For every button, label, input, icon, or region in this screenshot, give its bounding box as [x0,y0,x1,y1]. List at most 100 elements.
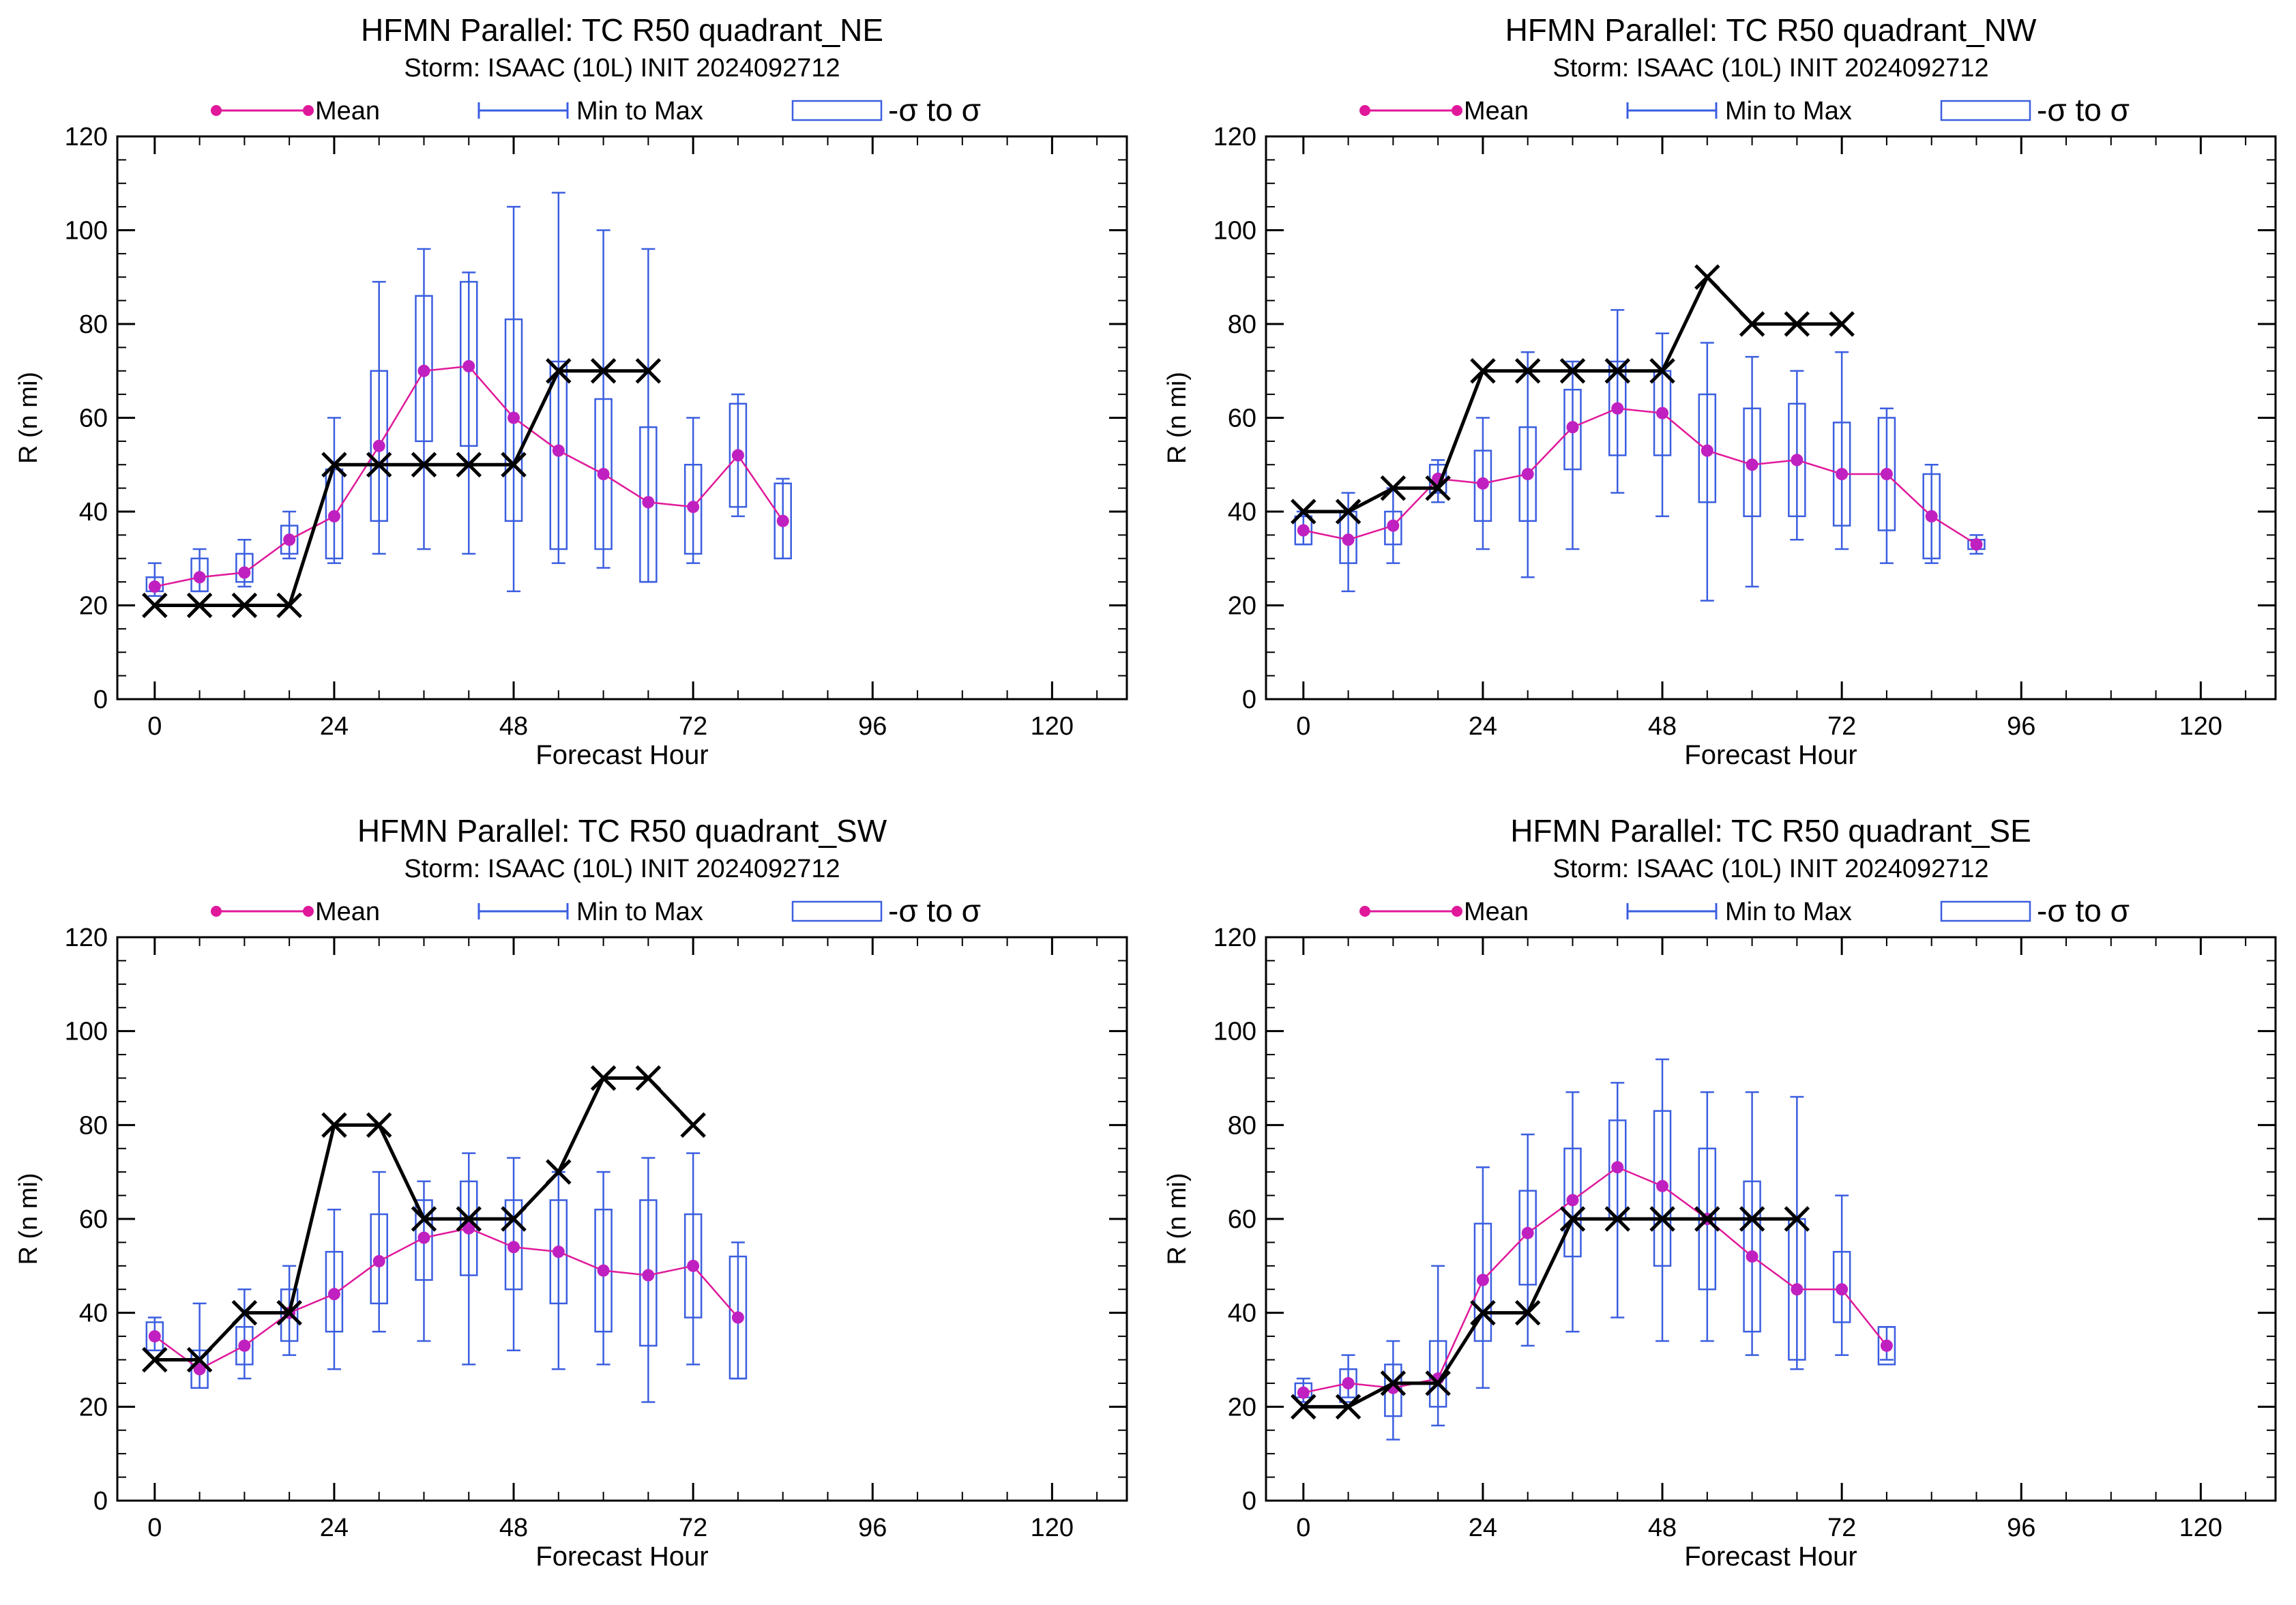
minmax-whisker [1835,351,1849,550]
legend: Mean Min to Max -σ to σ [1359,893,2130,928]
observed-point [142,1346,168,1373]
mean-point [642,1269,655,1282]
y-tick-label: 40 [1228,1299,1256,1328]
y-tick-label: 120 [65,924,108,952]
legend-mean-dot [1359,105,1370,116]
mean-point [1656,407,1669,419]
mean-point [417,364,430,377]
observed-point [142,592,168,619]
sigma-box [280,525,299,555]
minmax-whisker [641,248,656,583]
x-tick-label: 72 [1827,1514,1856,1542]
observed-point [546,1159,572,1185]
observed-point [635,357,662,384]
observed-line [154,369,649,607]
mean-point [731,1311,744,1324]
minmax-whisker [1520,351,1535,578]
y-tick-label: 100 [1213,1018,1256,1046]
minmax-whisker [1565,360,1580,550]
sigma-box [728,1255,748,1380]
chart-panel-1: HFMN Parallel: TC R50 quadrant_NE Storm: … [14,12,1128,770]
legend-sigma-box [1940,100,2031,121]
legend-sigma-box [791,100,883,121]
x-tick-label: 24 [1469,712,1497,741]
x-tick-label: 120 [2179,712,2222,741]
observed-point [321,452,347,478]
sigma-box [1563,1147,1582,1258]
observed-point [186,592,213,619]
sigma-box [415,1199,433,1281]
x-tick-label: 24 [1469,1514,1497,1542]
observed-point [1425,475,1451,501]
legend-mean-dot [1452,105,1462,116]
observed-point [366,452,392,478]
y-axis-label: R (n mi) [1163,1173,1192,1265]
legend-sigma-box [791,900,883,922]
mean-point [372,1254,385,1267]
y-tick-label: 60 [79,1205,108,1234]
minmax-whisker [417,248,431,550]
minmax-whisker [686,1152,701,1366]
observed-point [1739,1206,1765,1232]
x-tick-label: 96 [2007,712,2035,741]
mean-line [154,1227,739,1370]
x-tick-label: 96 [858,1514,887,1542]
sigma-box [1653,1110,1672,1267]
y-tick-label: 120 [65,123,108,151]
y-tick-label: 80 [79,1111,108,1140]
x-tick-label: 24 [320,1514,349,1542]
legend-minmax-label: Min to Max [576,898,703,926]
observed-point [1470,357,1496,384]
mean-point [1880,1339,1893,1352]
minmax-whisker [372,280,386,555]
observed-point [1335,1394,1362,1420]
minmax-whisker [1655,1058,1670,1342]
y-tick-label: 20 [1228,1393,1256,1422]
x-tick-label: 120 [1031,1514,1074,1542]
chart-subtitle: Storm: ISAAC (10L) INIT 2024092712 [404,855,840,883]
sigma-box [1922,473,1941,559]
mean-point [597,1264,610,1277]
chart-panel-2: HFMN Parallel: TC R50 quadrant_NW Storm: … [1163,12,2277,770]
chart-title: HFMN Parallel: TC R50 quadrant_NE [361,12,883,48]
mean-point [1387,519,1400,532]
x-tick-label: 24 [320,712,349,741]
legend-sigma-box [1940,900,2031,922]
observed-point [456,452,482,478]
mean-line [1303,407,1977,546]
observed-point [1694,1206,1720,1232]
minmax-whisker [1565,1091,1580,1333]
y-tick-label: 40 [79,1299,108,1328]
plot-frame [116,135,1128,701]
observed-point [635,1065,662,1091]
minmax-whisker [551,192,565,564]
mean-point [1970,538,1983,551]
mean-point [1476,477,1489,490]
sigma-box [325,1250,344,1333]
observed-point [1829,311,1855,337]
plot-frame [1265,135,2277,701]
mean-point [283,533,296,546]
mean-point [193,1363,206,1376]
mean-point [417,1231,430,1244]
y-tick-label: 0 [93,1487,108,1516]
observed-point [1425,1370,1451,1396]
observed-point [1784,311,1810,337]
x-tick-label: 0 [147,712,162,741]
mean-point [1791,454,1804,467]
chart-title: HFMN Parallel: TC R50 quadrant_NW [1505,12,2037,48]
observed-point [590,357,617,384]
legend-sigma-label: -σ to σ [888,92,981,128]
legend-mean-label: Mean [315,898,380,926]
legend-mean-dot [303,105,314,116]
minmax-whisker [1655,332,1670,518]
y-tick-label: 20 [79,1393,108,1422]
mean-point [1746,1250,1758,1263]
sigma-box [594,398,613,550]
mean-point [462,359,475,372]
sigma-box [1518,1190,1537,1286]
minmax-whisker [551,1170,565,1370]
observed-point [366,1112,392,1138]
observed-point [1514,357,1541,384]
observed-point [1380,475,1407,501]
